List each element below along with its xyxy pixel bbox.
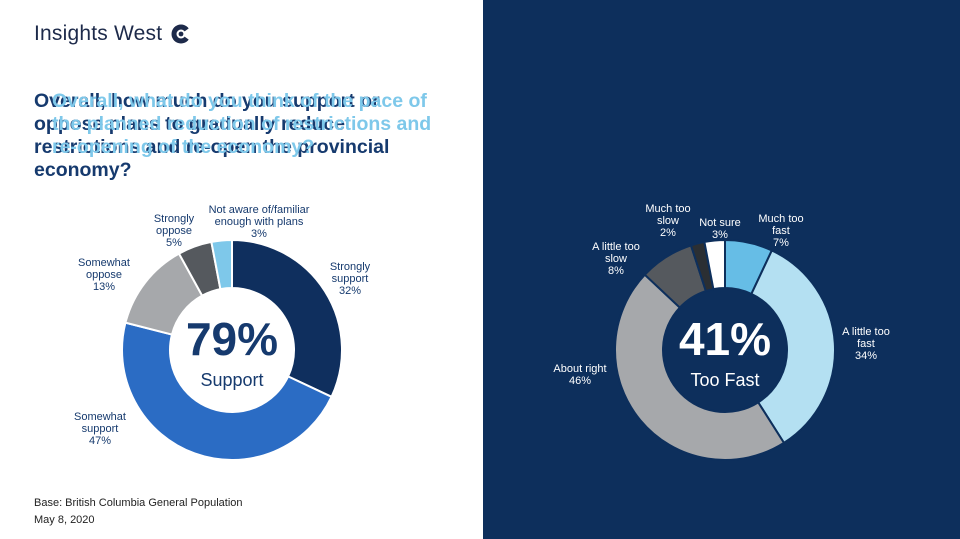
- donut-chart-1: Strongly support 32% Somewhat support 47% Some…: [74, 204, 371, 461]
- slice-label-1-4: Strongly oppose 5%: [154, 213, 195, 249]
- slice-label-2-4: A little too slow 8%: [592, 241, 640, 277]
- slice-label-1-3: Somewhat oppose 13%: [78, 257, 130, 293]
- slice-1-2: [121, 321, 333, 461]
- slice-label-2-5: Much too slow 2%: [645, 203, 690, 239]
- center-label-1: Support: [200, 370, 263, 390]
- slice-2-6: [703, 238, 726, 291]
- footer-date: May 8, 2020: [34, 514, 95, 526]
- center-value-2: 41%: [679, 313, 771, 365]
- slice-label-1-1: Strongly support 32%: [330, 261, 371, 297]
- footer-base: Base: British Columbia General Populatio…: [34, 497, 243, 509]
- slice-1-1: [231, 238, 343, 399]
- slice-2-2: [750, 249, 836, 445]
- footer-note: Base: British Columbia General Populatio…: [34, 495, 243, 529]
- slice-label-1-5: Not aware of/familiar enough with plans 3%: [209, 204, 310, 240]
- brand-logo: Insights West: [34, 22, 193, 46]
- slice-2-3: [614, 273, 786, 461]
- slice-label-2-2: A little too fast 34%: [842, 326, 890, 362]
- slice-label-2-1: Much too fast 7%: [758, 213, 803, 249]
- slice-label-2-3: About right 46%: [553, 363, 606, 387]
- slice-label-1-2: Somewhat support 47%: [74, 411, 126, 447]
- left-question-title: Overall, how much do you support or oppo…: [34, 90, 390, 181]
- brand-mark-icon: [171, 24, 193, 44]
- brand-name: Insights West: [34, 22, 163, 45]
- right-question-title: Overall, what do you think of the pace o…: [52, 90, 432, 158]
- donut-chart-2: Much too fast 7% A little too fast 34% About r…: [553, 203, 890, 461]
- center-value-1: 79%: [186, 313, 278, 365]
- center-label-2: Too Fast: [690, 370, 759, 390]
- slice-label-2-6: Not sure 3%: [699, 217, 741, 241]
- slice-1-5: [210, 238, 233, 291]
